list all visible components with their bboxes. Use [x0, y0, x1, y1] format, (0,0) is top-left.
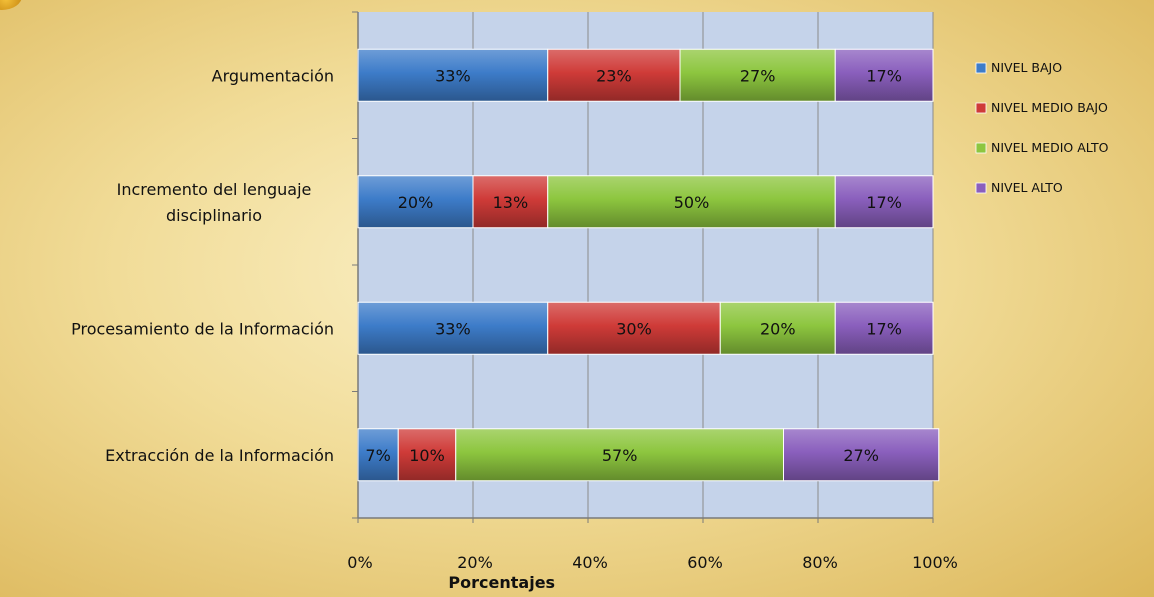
data-label-nivel-medio-alto-4: 57%	[602, 446, 638, 465]
data-label-nivel-medio-alto-1: 27%	[740, 66, 776, 85]
category-label-2: disciplinario	[166, 206, 262, 225]
data-label-nivel-alto-4: 27%	[843, 446, 879, 465]
x-tick-label-80: 80%	[802, 553, 838, 572]
data-label-nivel-medio-bajo-1: 23%	[596, 66, 632, 85]
category-label-1: Argumentación	[212, 66, 334, 85]
bar-nivel-medio-bajo-3	[547, 301, 721, 355]
legend-swatch-nivel-alto	[975, 182, 987, 194]
data-label-nivel-bajo-4: 7%	[365, 446, 390, 465]
x-tick-label-100: 100%	[912, 553, 958, 572]
bar-nivel-alto-3	[834, 301, 934, 355]
bar-nivel-bajo-1	[357, 48, 549, 102]
x-axis-title: Porcentajes	[448, 573, 555, 592]
x-tick-label-40: 40%	[572, 553, 608, 572]
data-label-nivel-alto-3: 17%	[866, 319, 902, 338]
data-label-nivel-bajo-3: 33%	[435, 319, 471, 338]
legend-swatch-nivel-bajo	[975, 62, 987, 74]
bar-nivel-alto-4	[783, 428, 940, 482]
data-label-nivel-medio-alto-3: 20%	[760, 319, 796, 338]
category-label-2: Incremento del lenguaje	[117, 180, 312, 199]
legend-label-nivel-alto: NIVEL ALTO	[991, 180, 1063, 195]
legend-swatch-nivel-medio-alto	[975, 142, 987, 154]
data-label-nivel-medio-alto-2: 50%	[674, 193, 710, 212]
bar-nivel-medio-bajo-2	[472, 175, 549, 229]
x-tick-label-20: 20%	[457, 553, 493, 572]
legend-label-nivel-medio-alto: NIVEL MEDIO ALTO	[991, 140, 1109, 155]
bar-nivel-bajo-2	[357, 175, 474, 229]
x-tick-label-60: 60%	[687, 553, 723, 572]
data-label-nivel-alto-1: 17%	[866, 66, 902, 85]
category-label-3: Procesamiento de la Información	[71, 319, 334, 338]
bar-nivel-medio-alto-2	[547, 175, 836, 229]
category-label-4: Extracción de la Información	[105, 446, 334, 465]
bar-nivel-alto-2	[834, 175, 934, 229]
data-label-nivel-bajo-1: 33%	[435, 66, 471, 85]
logo-mark	[0, 0, 22, 10]
data-label-nivel-medio-bajo-4: 10%	[409, 446, 445, 465]
legend-label-nivel-bajo: NIVEL BAJO	[991, 60, 1062, 75]
bar-nivel-bajo-3	[357, 301, 549, 355]
bar-nivel-medio-alto-4	[455, 428, 784, 482]
bar-nivel-alto-1	[834, 48, 934, 102]
bar-nivel-medio-bajo-1	[547, 48, 681, 102]
data-label-nivel-bajo-2: 20%	[398, 193, 434, 212]
data-label-nivel-medio-bajo-3: 30%	[616, 319, 652, 338]
legend-swatch-nivel-medio-bajo	[975, 102, 987, 114]
data-label-nivel-medio-bajo-2: 13%	[493, 193, 529, 212]
legend-label-nivel-medio-bajo: NIVEL MEDIO BAJO	[991, 100, 1108, 115]
x-tick-label-0: 0%	[347, 553, 372, 572]
data-label-nivel-alto-2: 17%	[866, 193, 902, 212]
bar-nivel-medio-bajo-4	[397, 428, 457, 482]
